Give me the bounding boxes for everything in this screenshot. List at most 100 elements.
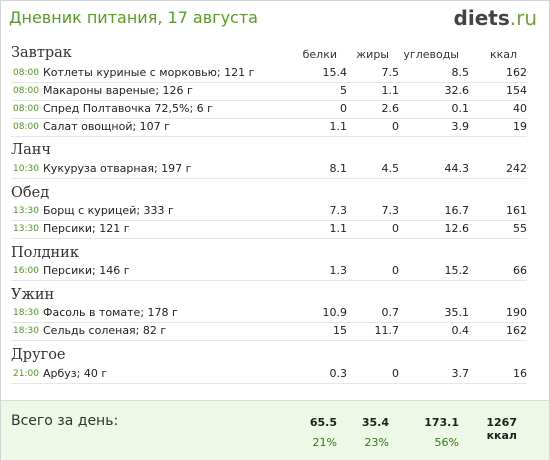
food-name: Сельдь соленая; 82 г	[43, 324, 167, 337]
logo-tld: .ru	[509, 6, 537, 30]
carbs-value: 0.4	[451, 324, 470, 337]
table-row: 13:30 Персики; 121 г 1.1 0 12.6 55	[11, 221, 527, 239]
food-name: Персики; 146 г	[43, 264, 130, 277]
meal-time: 18:30	[13, 308, 39, 318]
fat-value: 4.5	[381, 162, 400, 175]
fat-value: 1.1	[381, 84, 400, 97]
carbs-value: 3.9	[451, 120, 470, 133]
meal-time: 08:00	[13, 104, 39, 114]
fat-value: 2.6	[381, 102, 400, 115]
fat-value: 0.7	[381, 306, 400, 319]
protein-value: 7.3	[329, 204, 348, 217]
meal-time: 08:00	[13, 86, 39, 96]
section-title: Ланч	[11, 142, 51, 158]
fat-value: 0	[392, 367, 399, 380]
kcal-value: 242	[506, 162, 527, 175]
table-row: 08:00 Макароны вареные; 126 г 5 1.1 32.6…	[11, 83, 527, 101]
table-row: 08:00 Котлеты куриные с морковью; 121 г …	[11, 65, 527, 83]
fat-value: 0	[392, 120, 399, 133]
kcal-value: 40	[513, 102, 527, 115]
table-row: 08:00 Спред Полтавочка 72,5%; 6 г 0 2.6 …	[11, 101, 527, 119]
section-title: Ужин	[11, 287, 55, 303]
section-title: Полдник	[11, 245, 79, 261]
total-kcal: 1267 ккал	[486, 416, 517, 442]
meal-time: 16:00	[13, 266, 39, 276]
header: Дневник питания, 17 августа diets.ru	[1, 1, 549, 37]
table-row: 18:30 Фасоль в томате; 178 г 10.9 0.7 35…	[11, 305, 527, 323]
column-header-fat: жиры	[356, 48, 389, 61]
meal-time: 08:00	[13, 68, 39, 78]
logo-main: diets	[453, 6, 510, 30]
food-name: Фасоль в томате; 178 г	[43, 306, 178, 319]
section-title: Завтрак	[11, 45, 72, 61]
food-name: Персики; 121 г	[43, 222, 130, 235]
meal-time: 18:30	[13, 326, 39, 336]
kcal-value: 19	[513, 120, 527, 133]
carbs-value: 0.1	[451, 102, 470, 115]
column-header-carbs: углеводы	[403, 48, 459, 61]
fat-value: 7.5	[381, 66, 400, 79]
fat-value: 0	[392, 264, 399, 277]
meal-time: 13:30	[13, 206, 39, 216]
protein-value: 8.1	[329, 162, 348, 175]
protein-value: 15	[333, 324, 347, 337]
total-fat: 35.4	[361, 416, 389, 429]
kcal-value: 161	[506, 204, 527, 217]
protein-percent: 21%	[312, 436, 337, 449]
kcal-value: 154	[506, 84, 527, 97]
carbs-value: 3.7	[451, 367, 470, 380]
protein-value: 1.3	[329, 264, 348, 277]
carbs-percent: 56%	[434, 436, 459, 449]
kcal-value: 162	[506, 324, 527, 337]
carbs-value: 35.1	[444, 306, 470, 319]
table-row: 08:00 Салат овощной; 107 г 1.1 0 3.9 19	[11, 119, 527, 137]
food-name: Макароны вареные; 126 г	[43, 84, 193, 97]
fat-percent: 23%	[364, 436, 389, 449]
protein-value: 0	[340, 102, 347, 115]
kcal-value: 55	[513, 222, 527, 235]
food-name: Арбуз; 40 г	[43, 367, 108, 380]
meal-time: 13:30	[13, 224, 39, 234]
protein-value: 15.4	[322, 66, 348, 79]
kcal-value: 16	[513, 367, 527, 380]
protein-value: 0.3	[329, 367, 348, 380]
carbs-value: 12.6	[444, 222, 470, 235]
table-row: 10:30 Кукуруза отварная; 197 г 8.1 4.5 4…	[11, 161, 527, 179]
food-name: Кукуруза отварная; 197 г	[43, 162, 192, 175]
meal-time: 08:00	[13, 122, 39, 132]
meal-time: 10:30	[13, 164, 39, 174]
fat-value: 7.3	[381, 204, 400, 217]
carbs-value: 16.7	[444, 204, 470, 217]
protein-value: 10.9	[322, 306, 348, 319]
section-title: Обед	[11, 185, 50, 201]
meal-time: 21:00	[13, 369, 39, 379]
carbs-value: 32.6	[444, 84, 470, 97]
fat-value: 11.7	[374, 324, 400, 337]
carbs-value: 8.5	[451, 66, 470, 79]
fat-value: 0	[392, 222, 399, 235]
total-carbs: 173.1	[424, 416, 459, 429]
total-protein: 65.5	[309, 416, 337, 429]
table-row: 21:00 Арбуз; 40 г 0.3 0 3.7 16	[11, 366, 527, 384]
carbs-value: 15.2	[444, 264, 470, 277]
kcal-value: 190	[506, 306, 527, 319]
protein-value: 1.1	[329, 120, 348, 133]
table-row: 13:30 Борщ с курицей; 333 г 7.3 7.3 16.7…	[11, 203, 527, 221]
kcal-value: 66	[513, 264, 527, 277]
totals-label: Всего за день:	[11, 413, 119, 429]
section-title: Другое	[11, 347, 66, 363]
page-title: Дневник питания, 17 августа	[9, 8, 258, 27]
table-row: 16:00 Персики; 146 г 1.3 0 15.2 66	[11, 263, 527, 281]
protein-value: 5	[340, 84, 347, 97]
column-header-kcal: ккал	[489, 48, 517, 61]
food-name: Спред Полтавочка 72,5%; 6 г	[43, 102, 213, 115]
column-header-protein: белки	[302, 48, 337, 61]
kcal-value: 162	[506, 66, 527, 79]
site-logo[interactable]: diets.ru	[454, 6, 537, 30]
table-row: 18:30 Сельдь соленая; 82 г 15 11.7 0.4 1…	[11, 323, 527, 341]
protein-value: 1.1	[329, 222, 348, 235]
food-name: Борщ с курицей; 333 г	[43, 204, 174, 217]
carbs-value: 44.3	[444, 162, 470, 175]
food-name: Салат овощной; 107 г	[43, 120, 170, 133]
